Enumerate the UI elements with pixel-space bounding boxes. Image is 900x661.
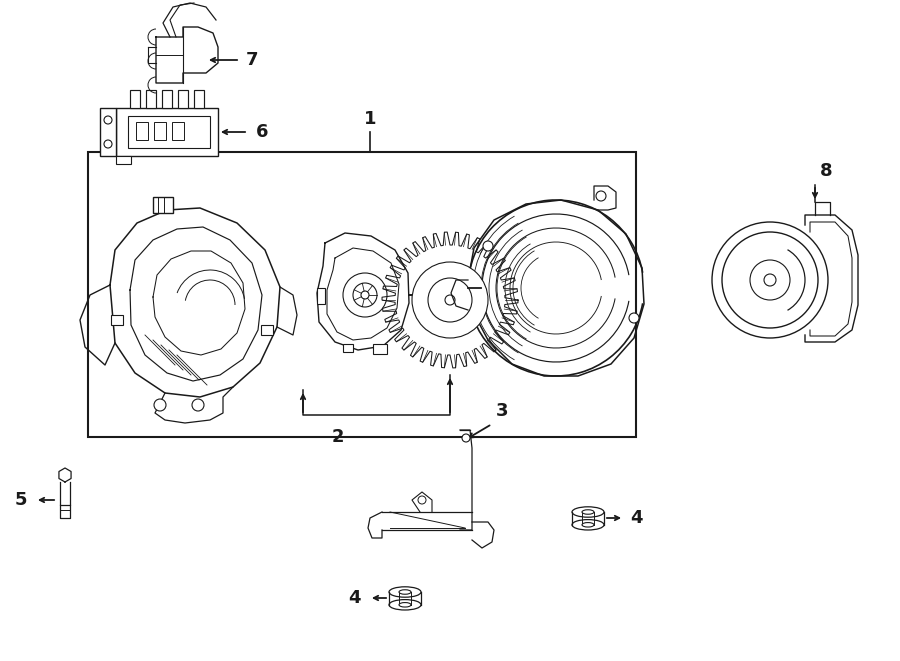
Bar xyxy=(88,152,636,437)
Ellipse shape xyxy=(572,520,604,530)
Bar xyxy=(111,315,123,325)
Circle shape xyxy=(361,291,369,299)
Bar xyxy=(130,90,140,108)
Text: 5: 5 xyxy=(14,491,27,509)
Bar xyxy=(100,108,116,156)
Ellipse shape xyxy=(572,507,604,517)
Circle shape xyxy=(764,274,776,286)
Circle shape xyxy=(596,191,606,201)
Text: 2: 2 xyxy=(332,428,344,446)
Bar xyxy=(194,90,204,108)
Circle shape xyxy=(629,313,639,323)
Ellipse shape xyxy=(389,587,421,597)
Bar xyxy=(146,90,156,108)
Bar xyxy=(373,344,387,354)
Circle shape xyxy=(412,262,488,338)
Ellipse shape xyxy=(582,510,594,514)
Bar xyxy=(116,156,131,164)
Text: 3: 3 xyxy=(496,402,508,420)
Bar xyxy=(153,197,173,213)
Circle shape xyxy=(483,241,493,251)
Circle shape xyxy=(462,434,470,442)
Text: 4: 4 xyxy=(348,589,361,607)
Bar xyxy=(343,344,353,352)
Bar xyxy=(116,108,218,156)
Bar xyxy=(317,288,325,304)
Bar xyxy=(154,122,166,140)
Circle shape xyxy=(104,140,112,148)
Circle shape xyxy=(343,273,387,317)
Circle shape xyxy=(104,116,112,124)
Bar xyxy=(162,90,172,108)
Bar xyxy=(172,122,184,140)
Text: 8: 8 xyxy=(820,162,832,180)
Circle shape xyxy=(418,496,426,504)
Text: 1: 1 xyxy=(364,110,376,128)
Circle shape xyxy=(750,260,790,300)
Text: 7: 7 xyxy=(246,51,258,69)
Bar xyxy=(178,90,188,108)
Text: 6: 6 xyxy=(256,123,268,141)
Ellipse shape xyxy=(389,600,421,610)
Circle shape xyxy=(353,283,377,307)
Ellipse shape xyxy=(399,590,411,594)
Circle shape xyxy=(192,399,204,411)
Ellipse shape xyxy=(582,523,594,527)
Circle shape xyxy=(154,399,166,411)
Circle shape xyxy=(445,295,455,305)
Bar xyxy=(136,122,148,140)
Bar xyxy=(128,116,210,148)
Circle shape xyxy=(712,222,828,338)
Circle shape xyxy=(722,232,818,328)
Text: 4: 4 xyxy=(630,509,643,527)
Bar xyxy=(261,325,273,335)
Ellipse shape xyxy=(399,603,411,607)
Circle shape xyxy=(428,278,472,322)
